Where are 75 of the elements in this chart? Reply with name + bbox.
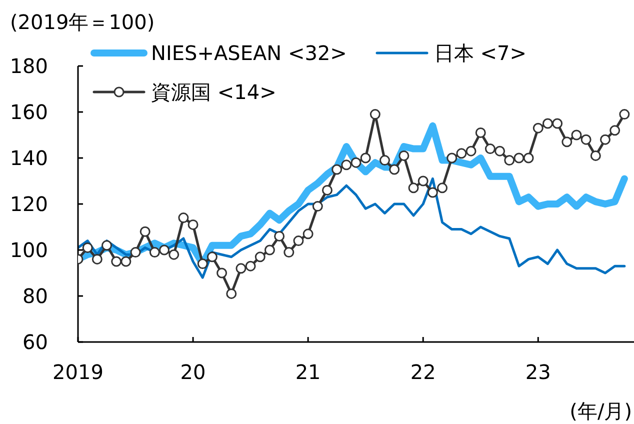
point [236,263,246,274]
x-tick-label: 23 [525,360,551,384]
x-tick-label: 21 [295,360,321,384]
point [312,201,323,212]
point [552,118,563,129]
point [206,252,218,262]
y-tick-label: 80 [22,284,48,308]
point [542,118,553,129]
legend-label: 資源国 <14> [151,79,276,105]
point [341,160,352,170]
point [619,109,630,120]
point [168,249,180,260]
point [571,130,582,140]
x-axis-title: (年/月) [570,398,632,424]
point [149,247,160,258]
point [389,164,400,175]
point [111,256,122,267]
point [120,256,132,267]
point [245,260,256,272]
line-series [78,177,626,279]
point [284,247,294,258]
point [130,247,141,258]
x-tick-label: 2019 [52,360,104,384]
point [610,125,620,136]
point [437,182,448,194]
point [178,212,189,224]
point [322,184,332,196]
point [92,254,102,264]
point [475,127,486,138]
y-tick-label: 180 [10,54,48,78]
point [523,152,534,164]
point [254,252,266,262]
point [408,182,419,194]
point [484,144,496,154]
point [82,242,93,253]
legend-label: NIES+ASEAN <32> [151,40,347,66]
x-tick-label: 22 [410,360,436,384]
point [332,164,342,175]
y-axis-title: (2019年＝100) [10,9,155,36]
point [562,136,572,148]
point [197,258,208,270]
point [226,288,237,299]
y-tick-label: 160 [10,100,48,124]
point [427,187,438,198]
point [504,155,515,166]
point [360,152,371,164]
point [532,122,544,134]
y-tick-label: 120 [10,192,48,216]
point [274,230,285,242]
point [216,268,228,278]
point [370,109,380,120]
point [188,219,198,230]
point [159,244,170,256]
x-tick-label: 20 [180,360,206,384]
y-tick-label: 60 [22,330,48,354]
point [590,150,601,161]
point [293,236,304,246]
point [350,157,362,168]
point [380,155,390,166]
point [140,226,150,237]
point [514,152,524,164]
y-tick-label: 100 [10,238,48,262]
point [398,150,410,161]
point [102,240,112,251]
legend-label: 日本 <7> [434,40,527,66]
point [302,228,314,240]
point [418,176,428,186]
point [446,152,458,164]
point [580,134,592,145]
y-tick-label: 140 [10,146,48,170]
point [466,146,476,156]
point [494,146,506,156]
point [600,134,610,145]
point [456,148,467,159]
point [264,244,275,256]
